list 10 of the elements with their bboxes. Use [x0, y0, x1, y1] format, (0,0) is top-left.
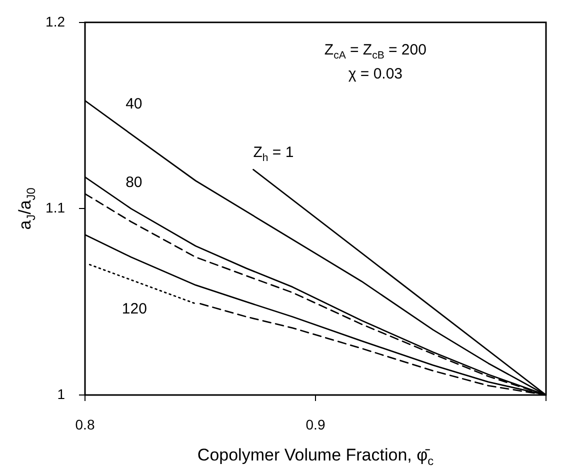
annotation: 40	[126, 96, 142, 113]
y-axis-title: aJ/aJ0	[16, 187, 38, 230]
x-tick-label: 0.9	[306, 416, 326, 432]
y-tick-label: 1.1	[46, 200, 66, 216]
annotation: 120	[122, 300, 147, 318]
annotation: 80	[126, 174, 142, 191]
x-tick-label: 0.8	[75, 416, 95, 432]
y-tick-label: 1.2	[46, 13, 66, 30]
annotation: χ = 0.03	[348, 66, 403, 83]
y-tick-label: 1	[57, 386, 66, 402]
